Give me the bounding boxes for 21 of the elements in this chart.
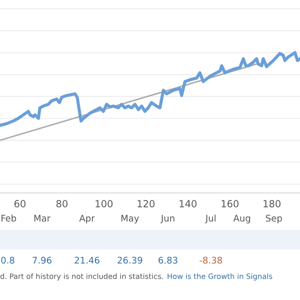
text: -8.38 [200, 256, 222, 264]
text: Sep [266, 214, 282, 224]
x-tick-label: 60 [14, 200, 26, 208]
x-tick-label: 80 [56, 200, 68, 208]
x-tick-label: 100 [96, 200, 113, 208]
text: 6.83 [158, 256, 178, 264]
text: Jun [160, 214, 174, 224]
text: Feb [1, 214, 16, 222]
x-tick-label: 120 [138, 200, 155, 208]
text: Apr [79, 214, 95, 224]
text: Mar [34, 214, 51, 222]
text: 26.39 [118, 256, 142, 264]
x-tick-label: 160 [222, 200, 239, 208]
text: Aug [233, 214, 250, 224]
x-tick-label: 140 [180, 200, 197, 208]
text: 7.96 [32, 256, 52, 264]
x-tick-label: 180 [264, 200, 280, 208]
text: 0.8 [1, 256, 14, 264]
text: May [121, 214, 139, 224]
text: Jul [204, 214, 216, 224]
text: 21.46 [74, 256, 100, 264]
